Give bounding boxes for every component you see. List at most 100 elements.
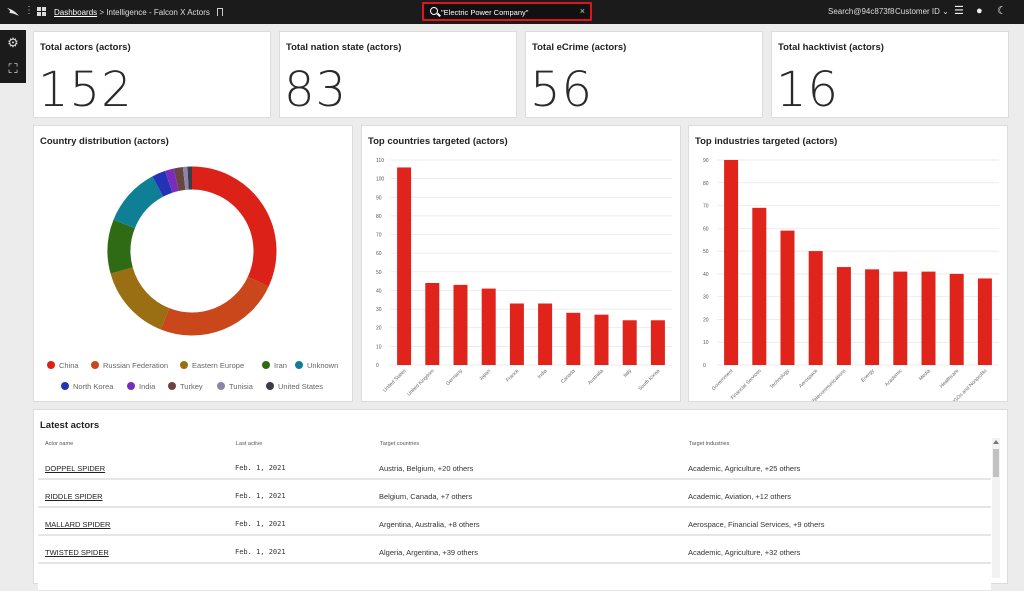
card-title: Country distribution (actors) [40, 136, 169, 147]
legend-item[interactable]: Tunisia [217, 382, 253, 391]
table-scrollbar[interactable] [992, 438, 1000, 578]
bar[interactable] [454, 285, 468, 365]
scrollbar-thumb[interactable] [993, 449, 999, 477]
kpi-card-hacktivist: Total hacktivist (actors) 16 [771, 31, 1009, 118]
search-id-label[interactable]: Search@94c873f8 [828, 7, 894, 16]
bar[interactable] [510, 304, 524, 366]
legend-item[interactable]: China [47, 361, 79, 370]
bar[interactable] [865, 269, 879, 365]
scroll-up-icon[interactable] [993, 440, 999, 444]
clear-search-icon[interactable]: × [580, 6, 585, 16]
donut-slice[interactable] [169, 180, 177, 182]
dark-mode-icon[interactable]: ☾ [997, 5, 1007, 17]
donut-slice[interactable] [176, 178, 184, 179]
bar[interactable] [538, 304, 552, 366]
bar[interactable] [651, 320, 665, 365]
y-tick-label: 70 [703, 204, 709, 210]
legend-item[interactable]: North Korea [61, 382, 113, 391]
table-row: TWISTED SPIDER Feb. 1, 2021 Algeria, Arg… [38, 540, 991, 563]
last-active: Feb. 1, 2021 [235, 548, 286, 556]
legend-label: United States [278, 382, 323, 391]
column-header-actor-name[interactable]: Actor name [45, 441, 73, 447]
bar[interactable] [950, 274, 964, 365]
kpi-value: 56 [530, 62, 593, 118]
bar[interactable] [397, 167, 411, 365]
legend-label: Tunisia [229, 382, 253, 391]
actor-name-link[interactable]: MALLARD SPIDER [45, 520, 110, 529]
x-tick-label: Government [711, 368, 735, 392]
column-header-target-countries[interactable]: Target countries [380, 441, 419, 447]
legend-item[interactable]: Iran [262, 361, 287, 370]
customer-id-label: Customer ID [895, 7, 940, 16]
app-grid-icon[interactable] [37, 7, 46, 16]
legend-dot [295, 361, 303, 369]
search-input[interactable] [441, 6, 576, 18]
bar[interactable] [724, 160, 738, 365]
y-tick-label: 50 [376, 270, 382, 276]
y-tick-label: 50 [703, 249, 709, 255]
breadcrumb-dashboards-link[interactable]: Dashboards [54, 8, 97, 17]
x-tick-label: Financial Services [730, 368, 763, 401]
bar[interactable] [752, 208, 766, 365]
legend-item[interactable]: Turkey [168, 382, 203, 391]
column-header-last-active[interactable]: Last active [236, 441, 262, 447]
legend-item[interactable]: Unknown [295, 361, 338, 370]
y-tick-label: 110 [376, 158, 384, 164]
x-tick-label: Technology [769, 368, 791, 390]
donut-slice[interactable] [158, 182, 169, 187]
bar[interactable] [978, 278, 992, 365]
notifications-icon[interactable]: ☰ [954, 5, 964, 17]
bookmark-icon[interactable] [217, 8, 223, 16]
y-tick-label: 40 [703, 272, 709, 278]
donut-slice[interactable] [122, 271, 165, 319]
bar[interactable] [595, 315, 609, 365]
legend-dot [180, 361, 188, 369]
fullscreen-icon[interactable]: ⛶ [0, 56, 26, 82]
x-tick-label: Aerospace [798, 368, 819, 389]
y-tick-label: 60 [703, 226, 709, 232]
legend-item[interactable]: United States [266, 382, 323, 391]
legend-item[interactable]: India [127, 382, 155, 391]
kpi-card-total-actors: Total actors (actors) 152 [33, 31, 271, 118]
target-countries: Algeria, Argentina, +39 others [379, 548, 478, 557]
donut-slice[interactable] [192, 178, 265, 282]
card-title: Top countries targeted (actors) [368, 136, 508, 147]
donut-slice[interactable] [124, 187, 158, 224]
actor-name-link[interactable]: DOPPEL SPIDER [45, 464, 105, 473]
bar[interactable] [623, 320, 637, 365]
bar[interactable] [566, 313, 580, 365]
customer-id-dropdown[interactable]: Customer ID ⌄ [895, 7, 949, 16]
legend-item[interactable]: Eastern Europe [180, 361, 244, 370]
donut-slice[interactable] [165, 282, 258, 324]
legend-label: India [139, 382, 155, 391]
x-tick-label: France [505, 368, 520, 383]
search-box[interactable]: × [422, 2, 592, 21]
y-tick-label: 90 [703, 158, 709, 164]
kpi-title: Total nation state (actors) [286, 42, 401, 53]
bar[interactable] [425, 283, 439, 365]
bar[interactable] [837, 267, 851, 365]
bar[interactable] [809, 251, 823, 365]
bar[interactable] [893, 272, 907, 365]
falcon-logo-icon[interactable] [6, 6, 20, 18]
actor-name-link[interactable]: RIDDLE SPIDER [45, 492, 103, 501]
more-menu-icon[interactable]: ⋮ [24, 5, 34, 17]
legend-item[interactable]: Russian Federation [91, 361, 168, 370]
last-active: Feb. 1, 2021 [235, 520, 286, 528]
actor-name-link[interactable]: TWISTED SPIDER [45, 548, 109, 557]
x-tick-label: Australia [587, 368, 605, 386]
bar[interactable] [922, 272, 936, 365]
bar[interactable] [482, 289, 496, 365]
legend-dot [266, 382, 274, 390]
settings-gear-icon[interactable]: ⚙ [0, 30, 26, 56]
user-icon[interactable]: ● [976, 5, 983, 17]
y-tick-label: 80 [376, 214, 382, 220]
x-tick-label: Academic [884, 368, 904, 388]
breadcrumb: Dashboards > Intelligence - Falcon X Act… [54, 8, 223, 17]
legend-label: China [59, 361, 79, 370]
column-header-target-industries[interactable]: Target industries [689, 441, 729, 447]
y-tick-label: 10 [376, 344, 382, 350]
bar[interactable] [781, 231, 795, 365]
donut-slice[interactable] [119, 224, 124, 271]
